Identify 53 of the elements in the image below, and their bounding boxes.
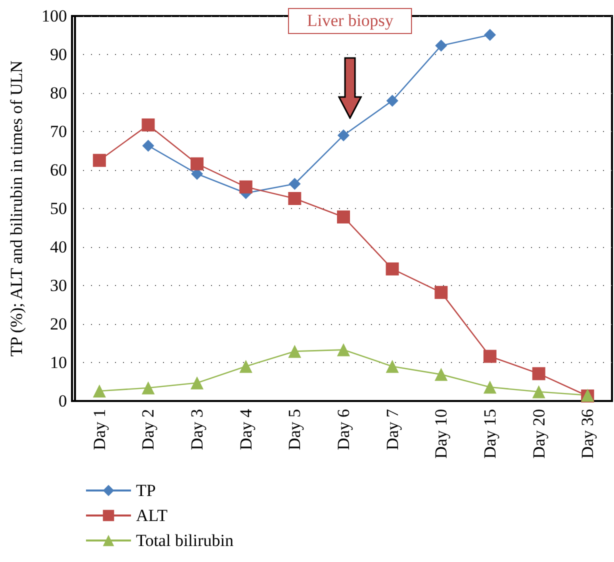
point: [190, 376, 204, 390]
x-tick-label: Day 6: [334, 409, 353, 450]
y-tick-label: 100: [42, 6, 67, 26]
point: [435, 40, 448, 52]
point: [532, 385, 546, 398]
point: [337, 343, 350, 356]
y-tick-label: 30: [50, 276, 67, 295]
point: [239, 360, 252, 373]
legend-label: TP: [136, 481, 156, 500]
point: [288, 178, 301, 190]
x-tick-label: Day 1: [90, 409, 109, 450]
y-tick-label: 40: [50, 238, 67, 256]
y-tick-label: 0: [58, 392, 67, 410]
y-tick-label: 10: [50, 353, 67, 372]
point: [386, 262, 399, 276]
x-tick-label: Day 3: [188, 409, 207, 450]
legend-label: Total bilirubin: [136, 531, 234, 550]
point: [386, 94, 398, 107]
point: [484, 28, 496, 41]
point: [92, 384, 106, 398]
point: [142, 140, 154, 152]
x-tick-label: Day 4: [236, 408, 256, 450]
point: [434, 368, 448, 381]
point: [190, 157, 204, 170]
point: [142, 381, 155, 394]
x-tick-label: Day 36: [578, 409, 598, 459]
point: [338, 129, 350, 142]
x-tick-label: Day 10: [432, 409, 451, 459]
point: [337, 210, 350, 224]
point: [142, 118, 155, 132]
x-tick-label: Day 2: [138, 409, 158, 450]
x-tick-label: Day 20: [529, 409, 548, 459]
y-tick-label: 90: [50, 45, 67, 64]
y-tick-label: 20: [50, 314, 67, 334]
point: [239, 180, 252, 194]
legend-label: ALT: [136, 506, 168, 525]
point: [288, 344, 302, 358]
y-tick-label: 60: [50, 160, 67, 180]
y-tick-label: 70: [50, 122, 67, 141]
point: [532, 367, 546, 380]
point: [483, 350, 496, 363]
x-tick-label: Day 5: [285, 409, 304, 450]
point: [92, 154, 106, 167]
point: [434, 286, 448, 299]
x-tick-label: Day 15: [480, 409, 500, 459]
point: [288, 192, 302, 205]
y-tick-label: 80: [50, 84, 67, 102]
point: [483, 380, 496, 394]
annotation: Liver biopsy: [288, 8, 412, 34]
y-axis-title: TP (%); ALT and bilirubin in times of ULN: [7, 60, 26, 356]
y-tick-label: 50: [50, 199, 67, 218]
point: [386, 360, 399, 373]
x-tick-label: Day 7: [382, 408, 402, 450]
